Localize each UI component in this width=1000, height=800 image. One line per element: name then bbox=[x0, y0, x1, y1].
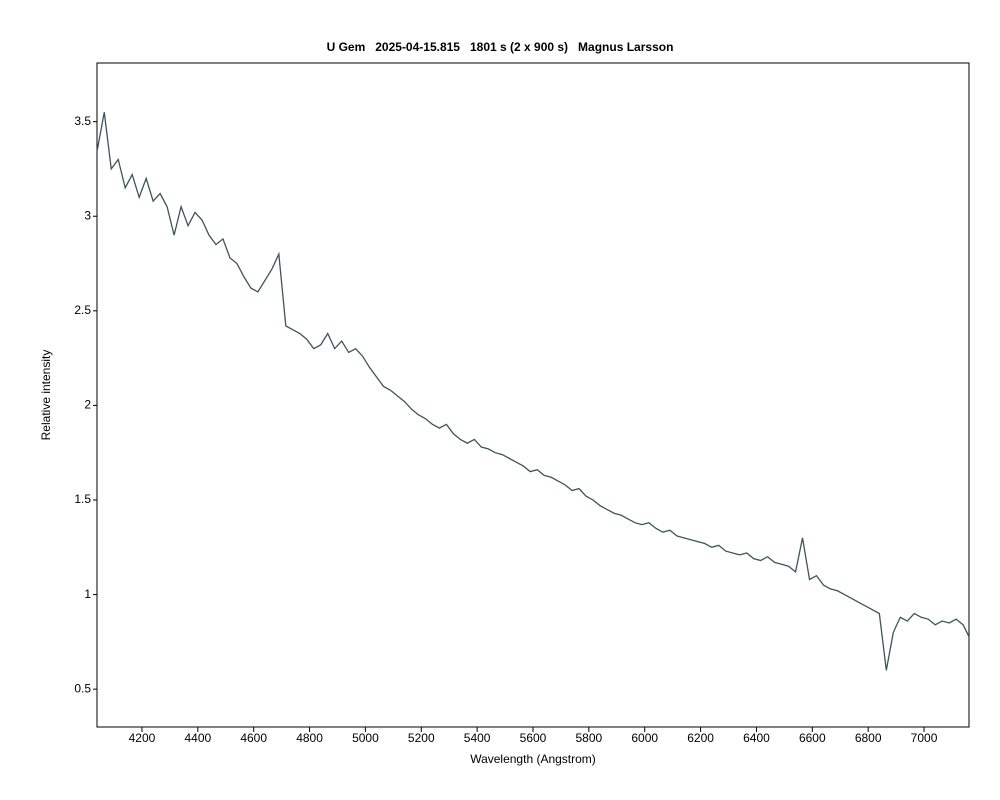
x-tick-label: 6600 bbox=[799, 731, 826, 745]
x-tick-label: 6400 bbox=[743, 731, 770, 745]
y-tick-label: 1 bbox=[84, 587, 91, 601]
x-tick-label: 4400 bbox=[184, 731, 211, 745]
x-tick-label: 7000 bbox=[911, 731, 938, 745]
x-tick-label: 4200 bbox=[129, 731, 156, 745]
spectrum-line bbox=[96, 112, 970, 671]
y-tick-label: 2.5 bbox=[74, 303, 91, 317]
x-axis-label: Wavelength (Angstrom) bbox=[470, 752, 596, 766]
y-tick-label: 2 bbox=[84, 398, 91, 412]
x-tick-label: 5000 bbox=[352, 731, 379, 745]
chart-title: U Gem 2025-04-15.815 1801 s (2 x 900 s) … bbox=[327, 40, 674, 54]
plot-frame bbox=[96, 62, 970, 728]
x-tick-label: 6000 bbox=[631, 731, 658, 745]
x-tick-label: 5800 bbox=[576, 731, 603, 745]
x-tick-label: 6200 bbox=[687, 731, 714, 745]
x-tick-label: 4600 bbox=[240, 731, 267, 745]
x-tick-label: 4800 bbox=[296, 731, 323, 745]
y-tick-label: 1.5 bbox=[74, 492, 91, 506]
y-tick-label: 0.5 bbox=[74, 681, 91, 695]
x-tick-label: 5400 bbox=[464, 731, 491, 745]
y-tick-label: 3 bbox=[84, 208, 91, 222]
x-tick-label: 6800 bbox=[855, 731, 882, 745]
x-tick-label: 5200 bbox=[408, 731, 435, 745]
y-axis-label: Relative intensity bbox=[39, 350, 53, 441]
x-tick-label: 5600 bbox=[520, 731, 547, 745]
y-tick-label: 3.5 bbox=[74, 114, 91, 128]
